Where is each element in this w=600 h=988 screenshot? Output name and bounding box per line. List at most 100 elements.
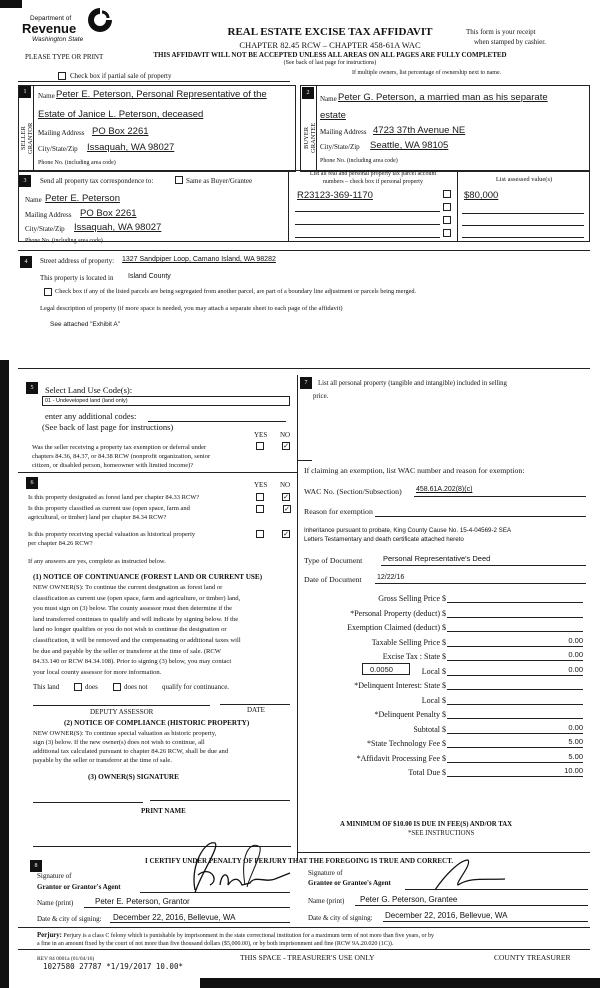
dor-logo: Department of Revenue Washington State [22,6,117,48]
fee-value[interactable]: 0.00 [447,665,583,676]
notice-line: land no longer qualifies or you do not w… [33,626,227,634]
forest-no-checkbox[interactable]: ✓ [282,493,290,501]
property-county: Island County [128,273,171,280]
notice-line: land transferred continues to qualify an… [33,615,239,623]
fee-value[interactable]: 0.00 [447,723,583,734]
fee-label: Taxable Selling Price $ [371,637,446,647]
partial-sale-label: Check box if partial sale of property [70,72,172,80]
notice-continuance-text: NEW OWNER(S): To continue the current de… [33,583,241,678]
same-as-buyer-checkbox[interactable] [175,176,183,184]
historic-yes-checkbox[interactable] [256,530,264,538]
section-number: 5 [26,382,38,394]
segregated-checkbox[interactable] [44,288,52,296]
fee-value[interactable] [447,708,583,719]
deputy-assessor-label: DEPUTY ASSESSOR [90,708,154,716]
section-number: 2 [302,87,314,99]
multiple-owners-note: If multiple owners, list percentage of o… [352,70,502,76]
fee-value[interactable] [447,694,583,705]
fee-label: *State Technology Fee $ [366,739,446,748]
mail-label: Mailing Address [25,211,72,219]
parcel-number: R23123-369-1170 [297,190,373,201]
name-print-label: Name (print) [308,897,345,905]
current-use-yes-checkbox[interactable] [256,505,264,513]
personal-property-checkbox[interactable] [443,216,451,224]
seller-name-cont: Estate of Janice L. Peterson, deceased [38,109,204,120]
logo-swirl-icon [88,8,112,32]
seller-mail: PO Box 2261 [92,126,149,137]
fee-value[interactable]: 5.00 [447,737,583,748]
buyer-name-cont: estate [320,110,346,121]
print-name-label: PRINT NAME [141,807,186,815]
fee-value[interactable]: 10.00 [447,766,583,777]
receipt-note: when stamped by cashier. [474,38,546,46]
if-yes-note: If any answers are yes, complete as inst… [28,558,166,565]
personal-property-checkbox[interactable] [443,190,451,198]
fee-label: *Personal Property (deduct) $ [350,608,446,618]
notice-line: sign (3) below. If the new owner(s) does… [33,739,205,746]
personal-property-checkbox[interactable] [443,229,451,237]
notice-line: your local county assessor for more info… [33,668,162,676]
exemption-label: If claiming an exemption, list WAC numbe… [304,466,525,475]
located-label: This property is located in [40,274,114,282]
doc-type-label: Type of Document [304,556,363,565]
legal-description: See attached "Exhibit A" [50,321,121,328]
name-label: Name [38,92,55,100]
form-title: REAL ESTATE EXCISE TAX AFFIDAVIT [227,26,433,38]
form-revision: REV 84 0001a (01/04/16) [37,956,95,962]
exemption-reason: Inheritance pursuant to probate, King Co… [304,527,512,534]
forest-yes-checkbox[interactable] [256,493,264,501]
exemption-yes-checkbox[interactable] [256,442,264,450]
correspondence-city: Issaquah, WA 98027 [74,222,162,233]
personal-property-checkbox[interactable] [443,203,451,211]
notice-line: you must sign on (3) below. The county a… [33,605,233,613]
does-checkbox[interactable] [74,683,82,691]
historic-no-checkbox[interactable]: ✓ [282,530,290,538]
section-number: 6 [26,477,38,489]
fee-value[interactable] [447,607,583,618]
fee-label: Gross Selling Price $ [378,594,446,603]
same-as-buyer-label: Same as Buyer/Grantee [186,177,253,185]
exemption-no-checkbox[interactable]: ✓ [282,442,290,450]
date-city-label: Date & city of signing: [37,915,102,923]
partial-sale-checkbox[interactable] [58,72,66,80]
please-type: PLEASE TYPE OR PRINT [25,53,104,61]
fee-value[interactable] [447,592,583,603]
does-not-checkbox[interactable] [113,683,121,691]
fee-label: Local $ [421,666,446,676]
land-use-code: 01 - Undeveloped land (land only) [45,398,128,404]
wac-label: WAC No. (Section/Subsection) [304,487,402,496]
land-use-select[interactable]: 01 - Undeveloped land (land only) [42,396,290,406]
perjury-label: Perjury: [37,932,62,939]
minimum-due-note: A MINIMUM OF $10.00 IS DUE IN FEE(S) AND… [340,821,513,828]
doc-date-label: Date of Document [304,575,362,584]
historic-question: Is this property receiving special valua… [28,531,196,538]
notice-line: 84.33.140 or RCW 84.34.108). Prior to si… [33,658,232,666]
street-label: Street address of property: [40,257,115,265]
legal-label: Legal description of property (if more s… [40,305,343,312]
scan-edge [0,0,22,8]
additional-codes-label: enter any additional codes: [45,411,137,421]
notice-line: be due and payable by the seller or tran… [33,647,222,655]
fee-value[interactable] [447,679,583,690]
current-use-no-checkbox[interactable]: ✓ [283,505,291,513]
fee-value[interactable]: 5.00 [447,752,583,763]
forest-question: Is this property designated as forest la… [28,494,200,501]
city-label: City/State/Zip [25,225,65,233]
no-header: NO [280,481,291,489]
seller-city: Issaquah, WA 98027 [87,142,175,153]
buyer-section [300,85,590,172]
fee-value[interactable]: 0.00 [447,650,583,661]
fee-value[interactable] [447,621,583,632]
exemption-question: citizen, or disabled person, homeowner w… [32,462,194,469]
parcels-header: List all real and personal property tax … [309,171,437,177]
property-street: 1327 Sandpiper Loop, Camano Island, WA 9… [122,256,276,263]
grantee-date-city: December 22, 2016, Bellevue, WA [385,911,508,920]
does-not-label: does not [124,683,148,691]
additional-codes-input[interactable] [148,421,286,422]
receipt-note: This form is your receipt [466,28,536,36]
section-number: 4 [20,256,32,268]
fee-label: Exemption Claimed (deduct) $ [347,623,446,632]
correspondence-name: Peter E. Peterson [45,193,120,204]
date-label: DATE [247,706,265,714]
fee-value[interactable]: 0.00 [447,636,583,647]
